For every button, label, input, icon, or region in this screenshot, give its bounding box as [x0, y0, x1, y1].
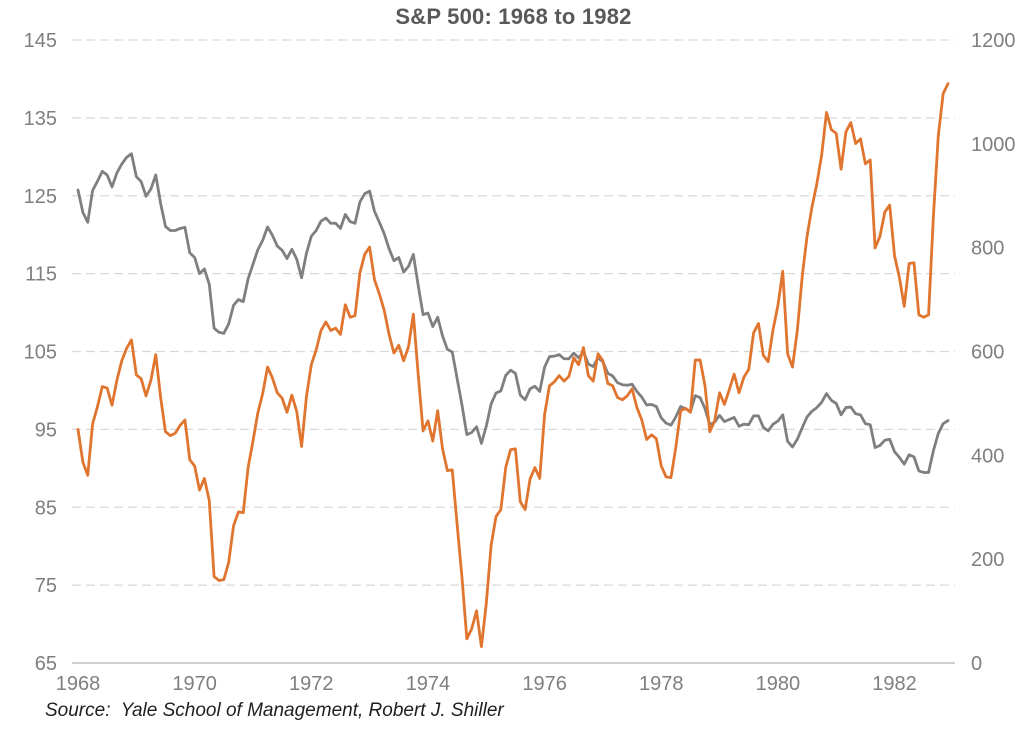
- left-axis-tick-label: 135: [24, 108, 57, 130]
- right-axis-tick-label: 0: [971, 653, 982, 675]
- x-axis-tick-label: 1976: [522, 673, 567, 695]
- x-axis-tick-label: 1970: [172, 673, 217, 695]
- left-axis-tick-label: 125: [24, 186, 57, 208]
- right-axis-tick-label: 1200: [971, 30, 1016, 52]
- left-axis-tick-label: 95: [35, 419, 57, 441]
- left-axis-tick-label: 115: [25, 264, 57, 286]
- right-axis-tick-label: 800: [971, 238, 1004, 260]
- left-axis-tick-label: 65: [35, 653, 57, 675]
- right-axis-tick-label: 1000: [971, 134, 1016, 156]
- source-note: Source: Yale School of Management, Rober…: [45, 700, 504, 721]
- right-axis-tick-label: 200: [971, 549, 1004, 571]
- gray-series-line: [76, 152, 950, 474]
- right-axis-tick-label: 400: [971, 445, 1004, 467]
- x-axis-tick-label: 1968: [56, 673, 101, 695]
- left-axis-tick-label: 105: [24, 342, 57, 364]
- left-axis-tick-label: 145: [24, 30, 57, 52]
- right-axis-tick-label: 600: [971, 342, 1004, 364]
- x-axis-tick-label: 1972: [289, 673, 334, 695]
- x-axis-tick-label: 1982: [872, 673, 917, 695]
- x-axis-tick-label: 1974: [406, 673, 451, 695]
- left-axis-tick-label: 85: [35, 497, 57, 519]
- left-axis-tick-label: 75: [35, 575, 57, 597]
- x-axis-tick-label: 1978: [639, 673, 684, 695]
- orange-series-line: [76, 82, 950, 649]
- chart-title: S&P 500: 1968 to 1982: [395, 4, 632, 29]
- x-axis-tick-label: 1980: [756, 673, 801, 695]
